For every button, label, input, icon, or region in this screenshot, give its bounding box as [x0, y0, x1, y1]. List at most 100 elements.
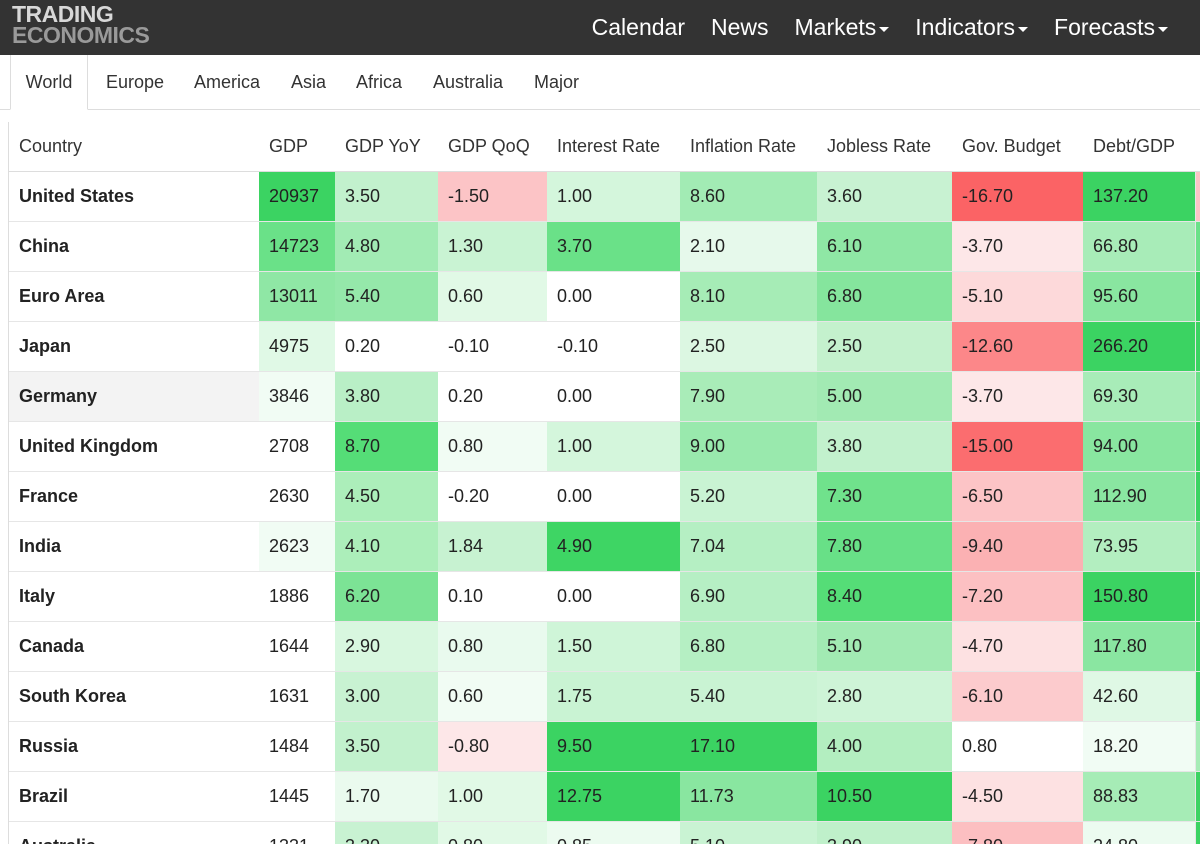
cell-debt-gdp[interactable]: 150.80: [1083, 571, 1195, 622]
cell-gdp[interactable]: 1886: [259, 571, 335, 622]
cell-gdp-yoy[interactable]: 4.80: [335, 221, 438, 272]
nav-calendar[interactable]: Calendar: [592, 14, 685, 41]
cell-gdp[interactable]: 2623: [259, 521, 335, 572]
cell-gdp[interactable]: 1445: [259, 771, 335, 822]
cell-inflation-rate[interactable]: 11.73: [680, 771, 817, 822]
cell-debt-gdp[interactable]: 137.20: [1083, 171, 1195, 222]
cell-gdp-yoy[interactable]: 3.50: [335, 721, 438, 772]
cell-inflation-rate[interactable]: 2.10: [680, 221, 817, 272]
cell-debt-gdp[interactable]: 18.20: [1083, 721, 1195, 772]
cell-gdp-yoy[interactable]: 1.70: [335, 771, 438, 822]
col-header-gdp-qoq[interactable]: GDP QoQ: [438, 122, 547, 172]
cell-inflation-rate[interactable]: 5.40: [680, 671, 817, 722]
cell-inflation-rate[interactable]: 17.10: [680, 721, 817, 772]
tab-major[interactable]: Major: [534, 72, 580, 92]
cell-gdp-qoq[interactable]: -0.20: [438, 471, 547, 522]
cell-gdp-qoq[interactable]: -1.50: [438, 171, 547, 222]
cell-jobless-rate[interactable]: 5.10: [817, 621, 952, 672]
table-row[interactable]: India 2623 4.10 1.84 4.90 7.04 7.80 -9.40 73.95: [9, 521, 1200, 572]
cell-gov-budget[interactable]: -7.20: [952, 571, 1083, 622]
cell-interest-rate[interactable]: 1.75: [547, 671, 680, 722]
cell-gdp-yoy[interactable]: 3.00: [335, 671, 438, 722]
cell-gdp-qoq[interactable]: -0.80: [438, 721, 547, 772]
cell-jobless-rate[interactable]: 10.50: [817, 771, 952, 822]
cell-gdp-qoq[interactable]: -0.10: [438, 321, 547, 372]
cell-gdp[interactable]: 2708: [259, 421, 335, 472]
cell-jobless-rate[interactable]: 8.40: [817, 571, 952, 622]
col-header-inflation-rate[interactable]: Inflation Rate: [680, 122, 817, 172]
col-header-jobless-rate[interactable]: Jobless Rate: [817, 122, 952, 172]
cell-gov-budget[interactable]: 0.80: [952, 721, 1083, 772]
cell-inflation-rate[interactable]: 8.60: [680, 171, 817, 222]
country-link[interactable]: Japan: [9, 321, 259, 372]
cell-gdp-yoy[interactable]: 0.20: [335, 321, 438, 372]
country-link[interactable]: Italy: [9, 571, 259, 622]
cell-gdp-yoy[interactable]: 8.70: [335, 421, 438, 472]
cell-jobless-rate[interactable]: 6.80: [817, 271, 952, 322]
cell-debt-gdp[interactable]: 94.00: [1083, 421, 1195, 472]
cell-debt-gdp[interactable]: 117.80: [1083, 621, 1195, 672]
cell-gdp[interactable]: 20937: [259, 171, 335, 222]
table-row[interactable]: China 14723 4.80 1.30 3.70 2.10 6.10 -3.70 66.80: [9, 221, 1200, 272]
table-row[interactable]: United Kingdom 2708 8.70 0.80 1.00 9.00 3.80 -1…: [9, 421, 1200, 472]
cell-gdp-qoq[interactable]: 0.80: [438, 621, 547, 672]
cell-gov-budget[interactable]: -9.40: [952, 521, 1083, 572]
cell-interest-rate[interactable]: 3.70: [547, 221, 680, 272]
country-link[interactable]: Russia: [9, 721, 259, 772]
table-row[interactable]: Japan 4975 0.20 -0.10 -0.10 2.50 2.50 -12.60 266…: [9, 321, 1200, 372]
nav-indicators[interactable]: Indicators: [915, 14, 1029, 41]
cell-gov-budget[interactable]: -7.80: [952, 821, 1083, 844]
cell-debt-gdp[interactable]: 24.80: [1083, 821, 1195, 844]
country-link[interactable]: India: [9, 521, 259, 572]
cell-jobless-rate[interactable]: 3.80: [817, 421, 952, 472]
cell-interest-rate[interactable]: 0.00: [547, 271, 680, 322]
cell-inflation-rate[interactable]: 5.20: [680, 471, 817, 522]
cell-gdp-qoq[interactable]: 0.80: [438, 421, 547, 472]
nav-news[interactable]: News: [711, 14, 769, 41]
country-link[interactable]: China: [9, 221, 259, 272]
table-row[interactable]: Australia13313.300.800.855.103.90-7.8024…: [9, 821, 1200, 844]
cell-debt-gdp[interactable]: 95.60: [1083, 271, 1195, 322]
cell-jobless-rate[interactable]: 6.10: [817, 221, 952, 272]
cell-interest-rate[interactable]: 0.00: [547, 371, 680, 422]
country-link[interactable]: Brazil: [9, 771, 259, 822]
cell-jobless-rate[interactable]: 5.00: [817, 371, 952, 422]
tab-asia[interactable]: Asia: [291, 72, 327, 92]
cell-interest-rate[interactable]: 1.00: [547, 171, 680, 222]
cell-gdp-yoy[interactable]: 5.40: [335, 271, 438, 322]
cell-jobless-rate[interactable]: 3.90: [817, 821, 952, 844]
cell-gdp[interactable]: 1331: [259, 821, 335, 844]
tab-europe[interactable]: Europe: [106, 72, 165, 92]
table-row[interactable]: Brazil 1445 1.70 1.00 12.75 11.73 10.50 -4.50 88…: [9, 771, 1200, 822]
cell-debt-gdp[interactable]: 112.90: [1083, 471, 1195, 522]
table-row[interactable]: Russia 1484 3.50 -0.80 9.50 17.10 4.00 0.80 18.2…: [9, 721, 1200, 772]
col-header-interest-rate[interactable]: Interest Rate: [547, 122, 680, 172]
cell-gdp[interactable]: 1484: [259, 721, 335, 772]
tab-america[interactable]: America: [194, 72, 261, 92]
cell-gdp-qoq[interactable]: 1.00: [438, 771, 547, 822]
cell-gov-budget[interactable]: -4.70: [952, 621, 1083, 672]
cell-jobless-rate[interactable]: 2.80: [817, 671, 952, 722]
nav-markets[interactable]: Markets: [795, 14, 890, 41]
country-link[interactable]: South Korea: [9, 671, 259, 722]
cell-gov-budget[interactable]: -4.50: [952, 771, 1083, 822]
cell-gov-budget[interactable]: -3.70: [952, 371, 1083, 422]
col-header-debt-gdp[interactable]: Debt/GDP: [1083, 122, 1195, 172]
cell-gov-budget[interactable]: -6.50: [952, 471, 1083, 522]
cell-interest-rate[interactable]: -0.10: [547, 321, 680, 372]
cell-gdp-yoy[interactable]: 4.50: [335, 471, 438, 522]
cell-interest-rate[interactable]: 1.00: [547, 421, 680, 472]
country-link[interactable]: United Kingdom: [9, 421, 259, 472]
country-link[interactable]: Australia: [9, 821, 259, 844]
cell-gdp[interactable]: 1631: [259, 671, 335, 722]
cell-debt-gdp[interactable]: 66.80: [1083, 221, 1195, 272]
country-link[interactable]: France: [9, 471, 259, 522]
table-row[interactable]: Canada 1644 2.90 0.80 1.50 6.80 5.10 -4.70 117.8…: [9, 621, 1200, 672]
cell-debt-gdp[interactable]: 73.95: [1083, 521, 1195, 572]
cell-gdp[interactable]: 13011: [259, 271, 335, 322]
cell-gdp[interactable]: 4975: [259, 321, 335, 372]
cell-gdp-yoy[interactable]: 2.90: [335, 621, 438, 672]
cell-interest-rate[interactable]: 0.00: [547, 471, 680, 522]
cell-gdp-qoq[interactable]: 0.10: [438, 571, 547, 622]
cell-inflation-rate[interactable]: 7.04: [680, 521, 817, 572]
